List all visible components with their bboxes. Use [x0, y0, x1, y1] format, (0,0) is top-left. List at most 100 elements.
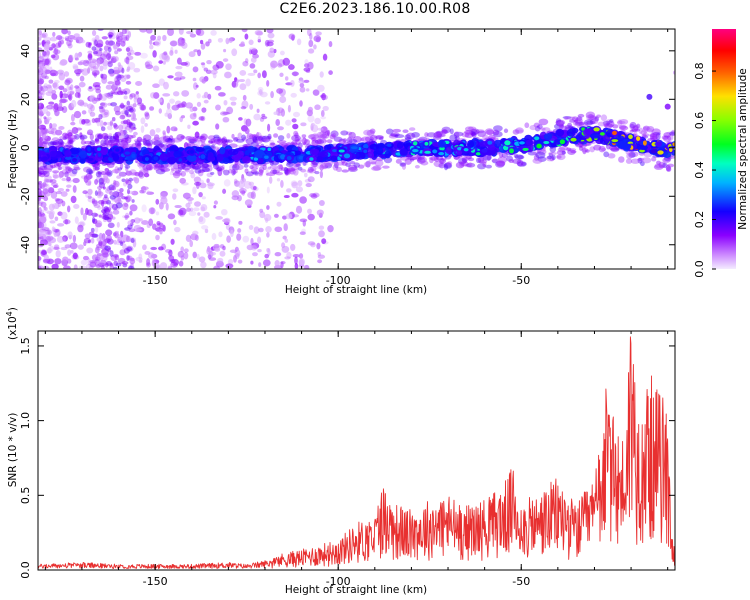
- spectrogram-cell: [206, 59, 212, 65]
- spectrogram-cell: [640, 130, 647, 135]
- spectrogram-cell: [38, 266, 42, 269]
- spectrogram-cell: [235, 164, 244, 171]
- spectrogram-cell: [600, 114, 608, 122]
- spectrogram-cell: [361, 136, 371, 142]
- spectrogram-cell: [106, 95, 113, 99]
- spectrogram-cell: [468, 126, 477, 131]
- spectrogram-cell: [65, 166, 72, 174]
- spectrogram-cell: [80, 207, 84, 216]
- spectrogram-cell: [121, 124, 128, 130]
- spectrogram-cell: [96, 237, 104, 243]
- spectrogram-cell: [70, 249, 74, 254]
- spectrogram-cell: [138, 253, 143, 260]
- spectrogram-cell: [52, 31, 56, 37]
- spectrogram-cell: [177, 163, 186, 170]
- spectrogram-cell: [99, 107, 106, 115]
- spectrogram-cell: [305, 88, 310, 92]
- spectrogram-cell: [41, 227, 50, 232]
- spectrogram-cell: [556, 153, 566, 161]
- spectrogram-cell: [630, 158, 640, 164]
- spectrogram-cell: [56, 162, 62, 167]
- spectrogram-cell: [348, 138, 358, 144]
- spectrogram-cell: [113, 239, 118, 245]
- spectrogram-cell: [87, 157, 94, 161]
- spectrogram-cell: [197, 49, 202, 57]
- spectrogram-cell: [164, 249, 173, 253]
- spectrogram-cell: [619, 125, 629, 131]
- spectrogram-cell: [294, 262, 299, 269]
- spectrogram-cell: [612, 124, 619, 129]
- spectrogram-cell: [95, 43, 103, 48]
- spectrogram-cell: [55, 161, 63, 167]
- spectrogram-cell: [390, 132, 400, 137]
- spectrogram-cell: [204, 228, 209, 234]
- spectrogram-cell: [139, 138, 147, 143]
- spectrogram-cell: [111, 117, 116, 122]
- spectrogram-cell: [516, 159, 524, 167]
- spectrogram-cell: [257, 86, 264, 93]
- spectrogram-cell: [91, 118, 96, 124]
- spectrogram-cell: [121, 138, 126, 144]
- spectrogram-cell: [231, 80, 239, 88]
- spectrogram-cell: [43, 116, 47, 120]
- spectrogram-cell: [152, 50, 157, 58]
- spectrogram-cell: [404, 134, 411, 141]
- spectrogram-cell: [310, 133, 319, 139]
- spectrogram-cell: [581, 147, 589, 153]
- spectrogram-cell: [148, 165, 153, 171]
- spectrogram-cell: [663, 151, 671, 158]
- spectrogram-cell: [558, 146, 569, 151]
- spectrogram-cell: [412, 149, 419, 153]
- spectrogram-cell: [455, 161, 465, 169]
- spectrogram-cell: [307, 166, 314, 173]
- spectrogram-cell: [329, 134, 336, 140]
- spectrogram-cell: [420, 160, 429, 166]
- spectrogram-cell: [79, 75, 85, 82]
- spectrogram-cell: [220, 111, 228, 116]
- spectrogram-cell: [104, 207, 112, 212]
- spectrogram-cell: [140, 104, 147, 111]
- spectrogram-cell: [94, 138, 100, 144]
- spectrogram-cell: [213, 134, 220, 139]
- spectrogram-cell: [286, 251, 292, 259]
- spectrogram-cell: [199, 135, 206, 143]
- spectrogram-cell: [61, 169, 70, 175]
- spectrogram-cell: [323, 165, 329, 169]
- spectrogram-cell: [295, 186, 304, 193]
- spectrogram-cell: [319, 130, 326, 137]
- spectrogram-cell: [263, 138, 271, 142]
- spectrogram-cell: [66, 176, 71, 182]
- spectrogram-cell: [79, 158, 86, 163]
- spectrogram-cell: [594, 116, 600, 122]
- spectrogram-cell: [258, 135, 263, 142]
- spectrogram-cell: [135, 91, 139, 95]
- spectrogram-cell: [51, 93, 58, 100]
- spectrogram-cell: [90, 227, 95, 233]
- spectrogram-cell: [38, 191, 42, 197]
- spectrogram-cell: [115, 262, 122, 267]
- spectrogram-cell: [165, 137, 173, 143]
- spectrogram-cell: [314, 171, 320, 175]
- spectrogram-cell: [573, 119, 579, 123]
- spectrogram-cell: [244, 168, 249, 174]
- spectrogram-cell: [584, 128, 594, 136]
- spectrogram-cell: [219, 146, 226, 155]
- spectrogram-cell: [193, 49, 199, 53]
- x-tick-label: -50: [512, 575, 530, 588]
- spectrogram-cell: [493, 125, 503, 132]
- spectrogram-cell: [257, 158, 264, 164]
- spectrogram-cell: [264, 155, 269, 159]
- spectrogram-cell: [486, 129, 495, 135]
- spectrogram-cell: [433, 131, 443, 139]
- spectrogram-cell: [207, 38, 212, 44]
- spectrogram-cell: [258, 227, 264, 233]
- spectrogram-cell: [114, 138, 120, 144]
- spectrogram-cell: [132, 177, 138, 182]
- spectrogram-cell: [389, 133, 399, 137]
- spectrogram-cell: [156, 221, 161, 226]
- spectrogram-cell: [285, 142, 292, 146]
- spectrogram-cell: [469, 128, 478, 136]
- spectrogram-cell: [78, 81, 86, 88]
- spectrogram-cell: [152, 262, 160, 269]
- spectrogram-cell: [250, 191, 256, 200]
